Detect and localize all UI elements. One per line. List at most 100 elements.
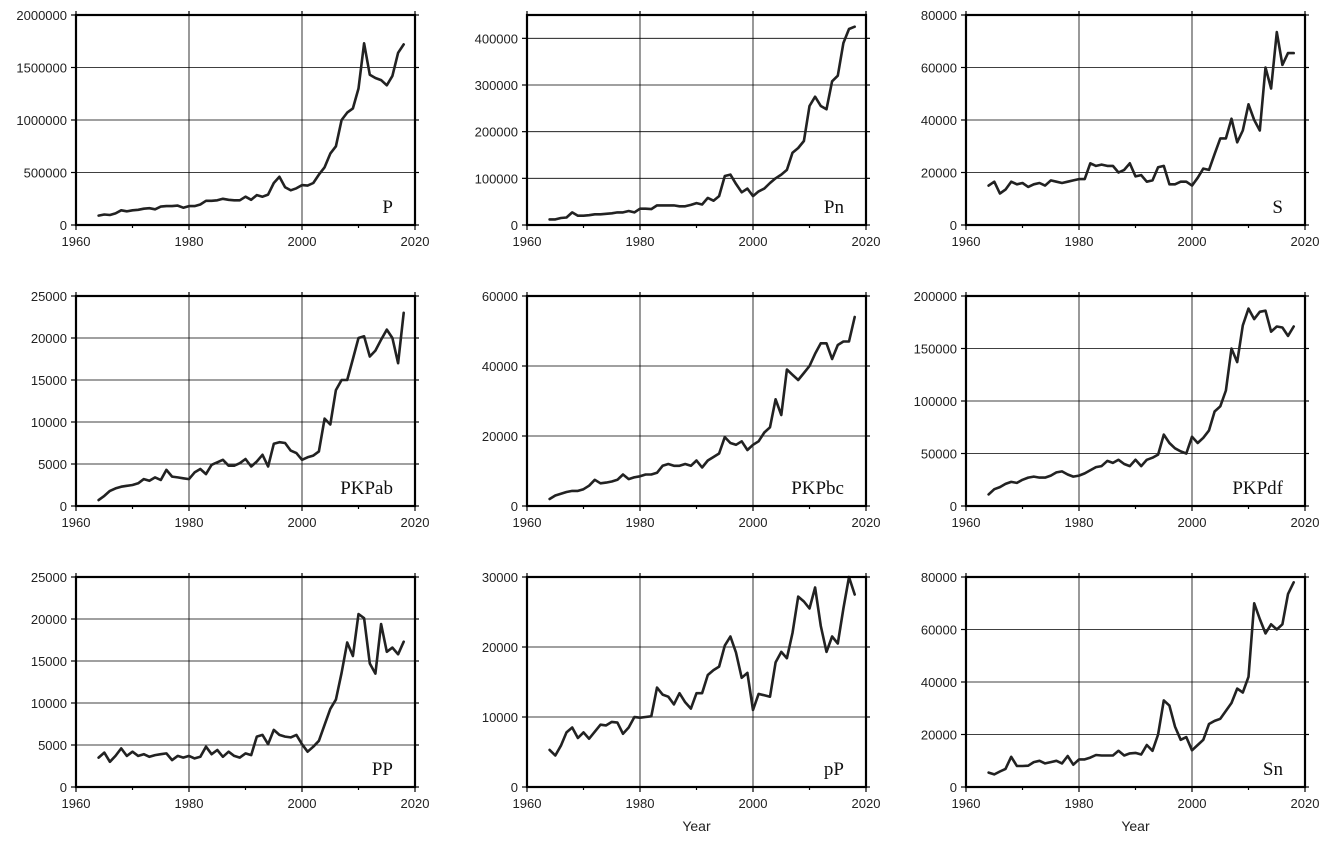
- y-tick-label: 0: [950, 218, 957, 233]
- series-line-pn: [548, 25, 857, 221]
- x-axis-title: Year: [682, 818, 711, 834]
- x-tick-label: 1960: [62, 234, 91, 249]
- y-tick-label: 100000: [914, 394, 957, 409]
- y-tick-label: 0: [60, 499, 67, 514]
- y-tick-label: 40000: [482, 359, 518, 374]
- x-tick-label: 1980: [175, 234, 204, 249]
- y-tick-label: 150000: [914, 342, 957, 357]
- plot-frame: [525, 294, 868, 508]
- x-tick-label: 1960: [62, 515, 91, 530]
- y-tick-label: 5000: [38, 457, 67, 472]
- x-tick-label: 2000: [1178, 796, 1207, 811]
- x-tick-label: 2020: [401, 796, 430, 811]
- x-tick-label: 2020: [1291, 515, 1320, 530]
- phase-label: P: [382, 197, 393, 218]
- phase-label: pP: [824, 759, 844, 780]
- x-axis-title: Year: [1121, 818, 1150, 834]
- y-tick-label: 0: [511, 780, 518, 795]
- phase-label: PKPdf: [1232, 478, 1283, 499]
- series-line-pkpbc: [548, 315, 857, 501]
- panel-s: 1960 1980 2000 2020 0 20000 40000 60000 80000 S: [921, 8, 1320, 249]
- y-tick-label: 5000: [38, 738, 67, 753]
- x-tick-label: 2020: [401, 234, 430, 249]
- y-tick-label: 25000: [31, 570, 67, 585]
- y-tick-label: 60000: [482, 289, 518, 304]
- series-line-s: [987, 30, 1295, 195]
- y-tick-label: 20000: [921, 728, 957, 743]
- y-tick-label: 60000: [921, 61, 957, 76]
- y-tick-label: 10000: [482, 710, 518, 725]
- plot-frame: [74, 294, 417, 508]
- phase-label: Pn: [824, 197, 845, 218]
- series-line-pkpdf: [987, 307, 1295, 496]
- y-tick-label: 15000: [31, 654, 67, 669]
- x-tick-label: 2020: [852, 796, 881, 811]
- x-tick-label: 1960: [952, 515, 981, 530]
- x-tick-label: 2020: [401, 515, 430, 530]
- panel-pkpbc: 1960 1980 2000 2020 0 20000 40000 60000 PKPbc: [482, 289, 881, 530]
- x-tick-label: 2000: [1178, 234, 1207, 249]
- x-tick-label: 1960: [513, 515, 542, 530]
- y-tick-label: 25000: [31, 289, 67, 304]
- panel-pn: 1960 1980 2000 2020 0 100000 200000 300000 40000…: [475, 11, 881, 249]
- x-tick-label: 1980: [175, 796, 204, 811]
- x-tick-label: 2000: [739, 796, 768, 811]
- y-tick-label: 10000: [31, 415, 67, 430]
- y-tick-label: 20000: [482, 429, 518, 444]
- y-tick-label: 20000: [31, 331, 67, 346]
- y-tick-label: 50000: [921, 447, 957, 462]
- phase-label: S: [1272, 197, 1283, 218]
- y-tick-label: 0: [511, 218, 518, 233]
- x-tick-label: 1980: [626, 796, 655, 811]
- y-tick-label: 40000: [921, 113, 957, 128]
- y-tick-label: 0: [950, 499, 957, 514]
- y-tick-label: 80000: [921, 570, 957, 585]
- series-line-pkpab: [97, 311, 406, 502]
- x-tick-label: 1960: [513, 234, 542, 249]
- x-tick-label: 1960: [62, 796, 91, 811]
- y-tick-label: 30000: [482, 570, 518, 585]
- y-tick-label: 200000: [475, 125, 518, 140]
- y-tick-label: 0: [950, 780, 957, 795]
- y-tick-label: 40000: [921, 675, 957, 690]
- y-tick-label: 200000: [914, 289, 957, 304]
- phase-label: PKPbc: [791, 478, 844, 499]
- y-tick-label: 0: [60, 780, 67, 795]
- x-tick-label: 1960: [952, 234, 981, 249]
- x-tick-label: 1960: [952, 796, 981, 811]
- x-tick-label: 2000: [288, 234, 317, 249]
- y-tick-label: 20000: [921, 166, 957, 181]
- y-tick-label: 10000: [31, 696, 67, 711]
- y-tick-label: 2000000: [16, 8, 67, 23]
- y-tick-label: 100000: [475, 171, 518, 186]
- y-tick-label: 80000: [921, 8, 957, 23]
- y-tick-label: 0: [60, 218, 67, 233]
- series-line-p: [97, 41, 406, 217]
- phase-label: PP: [372, 759, 393, 780]
- x-tick-label: 1960: [513, 796, 542, 811]
- panel-sn: 1960 1980 2000 2020 0 20000 40000 60000 80000 Sn Y…: [921, 570, 1320, 834]
- x-tick-label: 1980: [1065, 796, 1094, 811]
- panel-pp: 1960 1980 2000 2020 0 5000 10000 15000 20000 2500…: [31, 570, 430, 811]
- y-tick-label: 20000: [482, 640, 518, 655]
- x-tick-label: 1980: [1065, 515, 1094, 530]
- x-tick-label: 2020: [1291, 234, 1320, 249]
- y-tick-label: 20000: [31, 612, 67, 627]
- y-tick-label: 1500000: [16, 61, 67, 76]
- x-tick-label: 1980: [1065, 234, 1094, 249]
- y-tick-label: 15000: [31, 373, 67, 388]
- series-line-sn: [987, 580, 1295, 776]
- x-tick-label: 1980: [175, 515, 204, 530]
- y-tick-label: 1000000: [16, 113, 67, 128]
- x-tick-label: 2020: [852, 234, 881, 249]
- panel-pp: 1960 1980 2000 2020 0 10000 20000 30000 pP Year: [482, 570, 881, 834]
- phase-label: Sn: [1263, 759, 1284, 780]
- x-tick-label: 2020: [852, 515, 881, 530]
- x-tick-label: 2000: [739, 234, 768, 249]
- series-line-pp: [97, 612, 406, 764]
- y-tick-label: 500000: [24, 166, 67, 181]
- x-tick-label: 2000: [739, 515, 768, 530]
- y-tick-label: 0: [511, 499, 518, 514]
- y-tick-label: 400000: [475, 31, 518, 46]
- y-tick-label: 300000: [475, 78, 518, 93]
